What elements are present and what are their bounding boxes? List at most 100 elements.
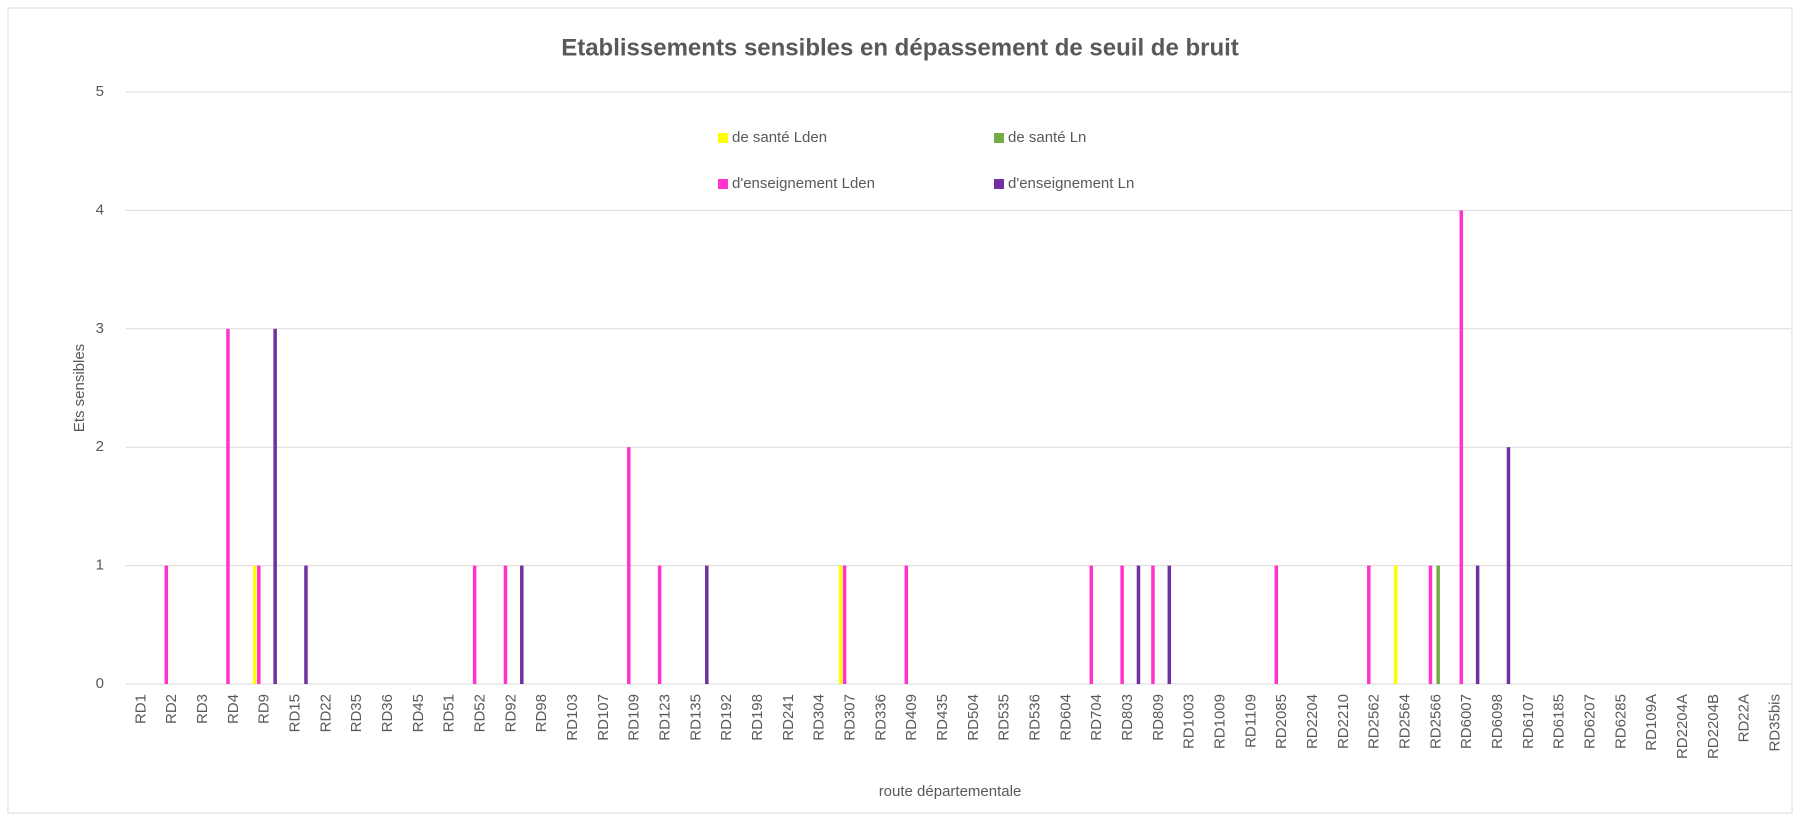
x-tick-label: RD45 [410,694,427,732]
x-tick-label: RD1109 [1242,694,1259,748]
bar [1436,565,1440,684]
bar [1428,565,1433,684]
bar [1136,565,1141,684]
bar [1120,565,1124,684]
x-tick-label: RD307 [842,694,859,741]
bar [842,565,847,684]
y-tick-label: 4 [96,201,104,218]
bar [226,328,230,684]
x-tick-label: RD52 [472,694,489,732]
bar [1475,565,1480,684]
bar [1459,210,1464,684]
x-tick-label: RD123 [657,694,674,741]
y-axis-title: Ets sensibles [71,344,88,432]
x-tick-label: RD2 [163,694,180,724]
bar [838,565,843,684]
x-tick-label: RD109A [1643,694,1660,751]
y-tick-label: 1 [96,557,104,574]
x-axis-title: route départementale [879,783,1022,800]
x-tick-label: RD1 [132,694,149,724]
x-tick-label: RD2204A [1674,694,1691,759]
bar [1506,447,1511,684]
x-tick-label: RD803 [1119,694,1136,741]
bar [304,565,308,684]
x-tick-label: RD6285 [1612,694,1629,749]
x-tick-label: RD2204B [1705,694,1722,759]
bar [1274,565,1279,684]
x-tick-label: RD192 [718,694,735,741]
x-tick-label: RD103 [564,694,581,741]
x-tick-label: RD35 [348,694,365,732]
x-tick-label: RD2204 [1304,694,1321,749]
bar [273,328,277,684]
x-tick-label: RD198 [749,694,766,741]
x-tick-label: RD135 [687,694,704,741]
x-tick-label: RD809 [1150,694,1167,741]
x-tick-label: RD504 [965,694,982,741]
x-tick-label: RD336 [872,694,889,741]
legend-swatch [994,133,1004,143]
bar [164,565,169,684]
bar [627,447,631,684]
x-tick-label: RD535 [996,694,1013,741]
x-tick-label: RD704 [1088,694,1105,741]
bar [1089,565,1094,684]
x-tick-label: RD9 [256,694,273,724]
legend-label: de santé Lden [732,129,827,146]
legend-swatch [994,179,1004,189]
bar [253,565,257,684]
x-tick-label: RD6098 [1489,694,1506,749]
y-tick-label: 5 [96,83,104,100]
chart-title: Etablissements sensibles en dépassement … [561,34,1239,61]
x-tick-label: RD1009 [1212,694,1229,749]
x-tick-label: RD3 [194,694,211,724]
x-tick-label: RD6007 [1458,694,1475,749]
legend-label: de santé Ln [1008,129,1086,146]
bar [1167,565,1172,684]
x-tick-label: RD604 [1057,694,1074,741]
x-tick-label: RD98 [533,694,550,732]
bar [503,565,508,684]
x-tick-label: RD2562 [1366,694,1383,749]
bar [705,565,709,684]
x-tick-label: RD109 [626,694,643,741]
bar [904,565,909,684]
legend-label: d'enseignement Lden [732,175,875,192]
x-tick-label: RD15 [287,694,304,732]
x-tick-label: RD6207 [1582,694,1599,749]
x-tick-label: RD241 [780,694,797,741]
x-tick-label: RD22 [317,694,334,732]
x-tick-label: RD92 [502,694,519,732]
x-tick-label: RD2085 [1273,694,1290,749]
x-tick-label: RD2566 [1427,694,1444,749]
x-tick-label: RD6185 [1551,694,1568,749]
x-tick-label: RD6107 [1520,694,1537,749]
x-tick-label: RD304 [811,694,828,741]
x-tick-label: RD536 [1027,694,1044,741]
y-tick-label: 0 [96,675,104,692]
bar [1367,565,1371,684]
y-tick-label: 3 [96,320,104,337]
bar [257,565,261,684]
x-tick-label: RD36 [379,694,396,732]
x-tick-label: RD1003 [1181,694,1198,749]
bar [1151,565,1155,684]
legend-swatch [718,179,728,189]
bar [520,565,524,684]
x-tick-label: RD435 [934,694,951,741]
bar [657,565,662,684]
x-tick-label: RD35bis [1767,694,1784,752]
y-tick-label: 2 [96,438,104,455]
x-tick-label: RD51 [441,694,458,732]
x-tick-label: RD22A [1736,694,1753,742]
bar [1393,565,1398,684]
x-tick-label: RD2564 [1397,694,1414,749]
legend-swatch [718,133,728,143]
x-tick-label: RD107 [595,694,612,741]
x-tick-label: RD4 [225,694,242,724]
bar [472,565,477,684]
x-tick-label: RD2210 [1335,694,1352,749]
x-tick-label: RD409 [903,694,920,741]
legend-label: d'enseignement Ln [1008,175,1134,192]
